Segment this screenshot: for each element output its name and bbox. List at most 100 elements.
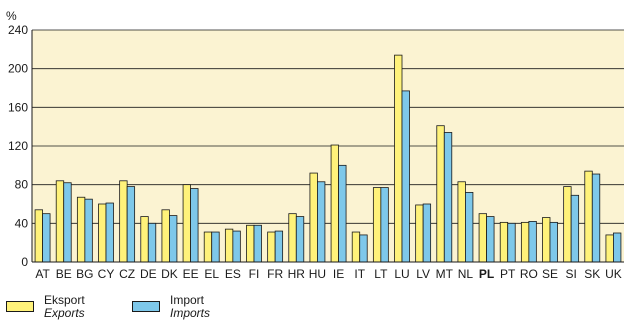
bar-imports-nl bbox=[465, 191, 474, 263]
bar-exports-bg bbox=[76, 196, 86, 263]
bar-exports-fi bbox=[246, 224, 255, 263]
legend-sub-exports: Exports bbox=[44, 306, 85, 320]
x-tick-label-mt: MT bbox=[436, 267, 454, 281]
x-tick-label-pt: PT bbox=[500, 267, 516, 281]
bar-exports-ie bbox=[330, 144, 339, 263]
bar-imports-pl bbox=[486, 216, 495, 263]
bar-exports-lt bbox=[372, 187, 382, 263]
x-tick-label-fr: FR bbox=[267, 267, 283, 281]
y-tick-label-240: 240 bbox=[8, 23, 28, 37]
x-tick-label-dk: DK bbox=[161, 267, 178, 281]
x-tick-label-be: BE bbox=[56, 267, 72, 281]
x-tick-label-es: ES bbox=[225, 267, 241, 281]
y-tick-label-200: 200 bbox=[8, 62, 28, 76]
bar-imports-bg bbox=[84, 198, 93, 263]
x-tick-label-pl: PL bbox=[479, 267, 494, 281]
bar-exports-lv bbox=[415, 204, 424, 263]
bar-exports-ee bbox=[182, 184, 191, 263]
bar-imports-el bbox=[211, 231, 220, 263]
unit-label: % bbox=[6, 9, 17, 23]
x-tick-label-se: SE bbox=[542, 267, 558, 281]
x-tick-label-uk: UK bbox=[605, 267, 622, 281]
x-tick-label-hr: HR bbox=[288, 267, 306, 281]
bar-imports-fi bbox=[253, 224, 262, 263]
bar-imports-dk bbox=[169, 215, 178, 263]
bar-imports-at bbox=[42, 213, 51, 263]
x-tick-label-lt: LT bbox=[374, 267, 388, 281]
x-tick-label-bg: BG bbox=[76, 267, 93, 281]
legend-swatch-exports bbox=[6, 301, 34, 312]
bar-exports-hu bbox=[309, 172, 318, 263]
bar-imports-cz bbox=[126, 186, 136, 263]
legend-name-exports: Eksport bbox=[44, 293, 85, 307]
bar-imports-fr bbox=[274, 230, 284, 263]
bar-imports-mt bbox=[443, 132, 453, 263]
x-tick-label-ie: IE bbox=[333, 267, 344, 281]
bar-exports-el bbox=[203, 231, 213, 263]
bar-imports-si bbox=[570, 194, 580, 263]
legend-swatch-imports bbox=[132, 301, 160, 312]
legend-label-exports: Eksport Exports bbox=[44, 294, 85, 320]
x-tick-label-de: DE bbox=[140, 267, 157, 281]
bar-imports-se bbox=[549, 221, 558, 263]
bar-imports-de bbox=[147, 222, 157, 263]
x-tick-label-nl: NL bbox=[458, 267, 474, 281]
y-tick-label-80: 80 bbox=[15, 178, 29, 192]
bar-imports-cy bbox=[105, 202, 114, 263]
bar-chart: 0 40 80 120 160 200 240 AT BE BG CY CZ DE DK EE EL ES FI F… bbox=[6, 9, 624, 281]
legend: Eksport Exports Import Imports bbox=[0, 288, 628, 328]
bar-exports-fr bbox=[267, 231, 276, 263]
bar-exports-be bbox=[55, 180, 65, 263]
bar-exports-mt bbox=[436, 125, 445, 263]
bar-exports-sk bbox=[584, 170, 593, 263]
x-tick-label-hu: HU bbox=[309, 267, 326, 281]
x-tick-label-ee: EE bbox=[183, 267, 199, 281]
bar-exports-lu bbox=[394, 54, 403, 263]
bar-imports-ro bbox=[528, 220, 537, 263]
bar-imports-hr bbox=[295, 216, 305, 263]
bar-imports-lu bbox=[401, 90, 410, 263]
y-tick-label-120: 120 bbox=[8, 139, 28, 153]
x-tick-label-lu: LU bbox=[394, 267, 409, 281]
x-tick-label-ro: RO bbox=[520, 267, 538, 281]
bar-exports-dk bbox=[161, 209, 170, 263]
y-tick-label-40: 40 bbox=[15, 216, 29, 230]
bar-exports-ro bbox=[520, 221, 530, 263]
legend-sub-imports: Imports bbox=[170, 306, 211, 320]
y-tick-label-0: 0 bbox=[21, 255, 28, 269]
legend-name-imports: Import bbox=[170, 293, 205, 307]
bar-imports-pt bbox=[507, 222, 516, 263]
bar-imports-es bbox=[232, 230, 241, 263]
bar-imports-be bbox=[63, 182, 72, 263]
bar-exports-pt bbox=[499, 221, 509, 263]
axes: 0 40 80 120 160 200 240 AT BE BG CY CZ DE DK EE EL ES FI F… bbox=[8, 23, 624, 281]
bar-imports-sk bbox=[591, 173, 601, 263]
bar-exports-uk bbox=[605, 234, 614, 263]
y-tick-label-160: 160 bbox=[8, 100, 28, 114]
bar-exports-pl bbox=[478, 213, 487, 263]
x-tick-label-lv: LV bbox=[416, 267, 430, 281]
bar-exports-se bbox=[542, 217, 551, 263]
x-tick-label-at: AT bbox=[35, 267, 50, 281]
x-tick-label-sk: SK bbox=[584, 267, 600, 281]
bar-imports-lt bbox=[380, 187, 389, 263]
x-tick-label-si: SI bbox=[565, 267, 576, 281]
bar-exports-hr bbox=[288, 213, 297, 263]
x-tick-label-el: EL bbox=[204, 267, 219, 281]
bar-exports-it bbox=[351, 231, 361, 263]
bar-exports-de bbox=[140, 216, 149, 263]
bar-exports-si bbox=[563, 186, 572, 263]
bars bbox=[34, 54, 622, 263]
bar-exports-cy bbox=[98, 203, 107, 263]
x-tick-label-cz: CZ bbox=[119, 267, 135, 281]
bar-exports-cz bbox=[119, 180, 128, 263]
bar-imports-ee bbox=[190, 188, 199, 263]
bar-imports-lv bbox=[422, 203, 432, 263]
x-tick-label-cy: CY bbox=[98, 267, 115, 281]
bar-imports-uk bbox=[613, 232, 622, 263]
bar-exports-nl bbox=[457, 181, 466, 263]
bar-imports-hu bbox=[317, 181, 326, 263]
bar-imports-ie bbox=[338, 164, 347, 263]
x-tick-label-it: IT bbox=[354, 267, 365, 281]
bar-exports-at bbox=[34, 209, 43, 263]
